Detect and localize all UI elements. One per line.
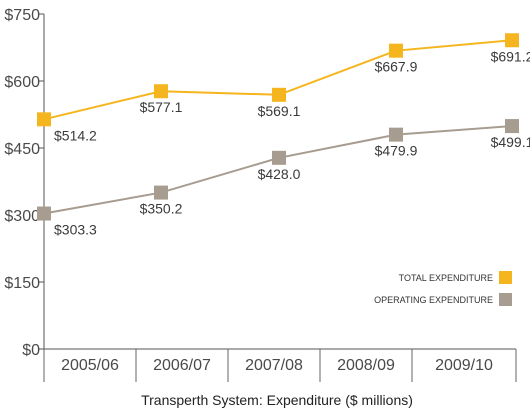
x-tick-label: 2008/09 — [337, 357, 395, 374]
y-tick-label: $150 — [4, 275, 40, 292]
x-tick-label: 2009/10 — [435, 357, 493, 374]
legend: TOTAL EXPENDITURE OPERATING EXPENDITURE — [374, 271, 512, 306]
data-point-marker — [272, 150, 286, 165]
data-label: $569.1 — [258, 103, 301, 119]
legend-label-operating: OPERATING EXPENDITURE — [374, 295, 493, 305]
y-tick-labels: $0 $150 $300 $450 $600 $750 — [4, 7, 44, 359]
data-labels: $514.2 $577.1 $569.1 $667.9 $691.2 $303.3 $350… — [54, 48, 530, 237]
series-markers — [37, 33, 519, 221]
data-point-marker — [37, 206, 51, 221]
data-label: $514.2 — [54, 127, 97, 143]
data-point-marker — [505, 33, 519, 48]
data-label: $350.2 — [140, 201, 183, 217]
x-tick-label: 2006/07 — [153, 357, 211, 374]
data-point-marker — [154, 185, 168, 200]
data-label: $428.0 — [258, 166, 301, 182]
legend-swatch-total — [499, 271, 512, 284]
data-label: $479.9 — [375, 143, 418, 159]
x-tick-label: 2007/08 — [245, 357, 303, 374]
data-label: $499.1 — [491, 134, 530, 150]
y-tick-label: $0 — [22, 342, 40, 359]
data-label: $691.2 — [491, 48, 530, 64]
data-point-marker — [154, 84, 168, 99]
x-tick-label: 2005/06 — [61, 357, 119, 374]
y-tick-label: $450 — [4, 141, 40, 158]
data-point-marker — [389, 127, 403, 142]
y-tick-label: $300 — [4, 208, 40, 225]
chart-title: Transperth System: Expenditure ($ millio… — [141, 392, 413, 408]
x-tick-labels: 2005/06 2006/07 2007/08 2008/09 2009/10 — [43, 349, 517, 382]
data-point-marker — [389, 43, 403, 58]
legend-label-total: TOTAL EXPENDITURE — [399, 273, 493, 283]
y-tick-label: $600 — [4, 74, 40, 91]
y-tick-label: $750 — [4, 7, 40, 24]
data-label: $303.3 — [54, 222, 97, 238]
data-label: $667.9 — [375, 59, 418, 75]
data-point-marker — [272, 87, 286, 102]
data-point-marker — [505, 119, 519, 134]
data-label: $577.1 — [140, 99, 183, 115]
series-lines — [43, 39, 513, 215]
axes — [43, 14, 516, 350]
data-point-marker — [37, 112, 51, 127]
legend-swatch-operating — [499, 293, 512, 306]
